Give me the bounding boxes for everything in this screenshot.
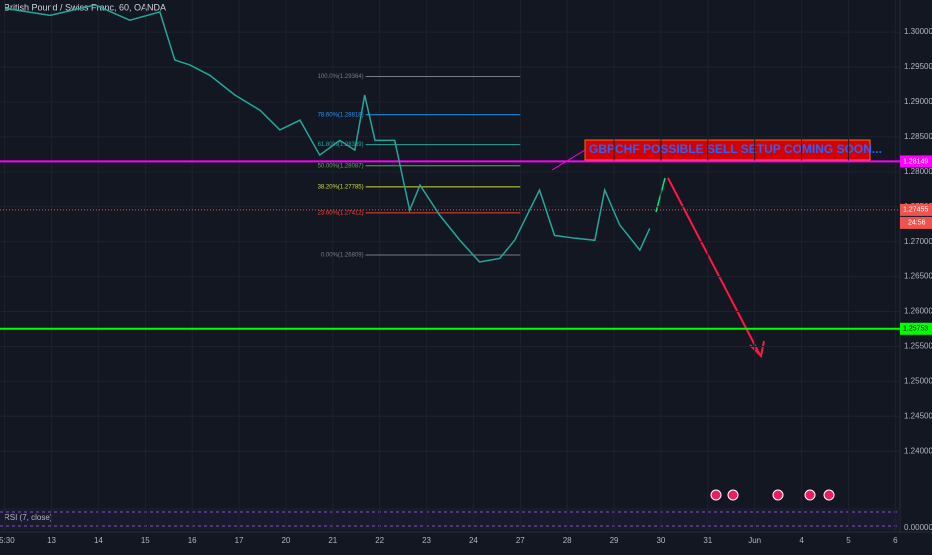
level-label: 1.27455 bbox=[903, 207, 928, 214]
y-tick-label: 1.30000 bbox=[904, 27, 932, 36]
fib-label: 78.60%(1.28818) bbox=[318, 112, 364, 118]
fib-label: 0.00%(1.26809) bbox=[321, 253, 364, 259]
rsi-pane bbox=[0, 508, 900, 530]
y-tick-label: 1.24500 bbox=[904, 411, 932, 420]
x-tick-label: 28 bbox=[563, 536, 572, 545]
x-tick-label: 05:30 bbox=[0, 536, 15, 545]
y-tick-label: 1.24000 bbox=[904, 446, 932, 455]
level-tag bbox=[900, 203, 932, 216]
y-tick-label: 1.29500 bbox=[904, 62, 932, 71]
level-label: 1.25753 bbox=[903, 326, 928, 333]
level-tag bbox=[900, 322, 932, 335]
y-tick-label: 1.27000 bbox=[904, 237, 932, 246]
level-tag bbox=[900, 155, 932, 168]
x-tick-label: 22 bbox=[375, 536, 384, 545]
x-tick-label: 14 bbox=[94, 536, 103, 545]
y-tick-label: 1.28000 bbox=[904, 167, 932, 176]
countdown-tag bbox=[900, 216, 932, 229]
x-tick-label: 21 bbox=[328, 536, 337, 545]
x-tick-label: 29 bbox=[610, 536, 619, 545]
countdown: 24:56 bbox=[908, 220, 926, 227]
annotation: GBPCHF POSSIBLE SELL SETUP COMING SOON..… bbox=[589, 142, 882, 156]
fib-label: 38.20%(1.27785) bbox=[318, 184, 364, 190]
x-tick-label: 17 bbox=[235, 536, 244, 545]
x-tick-label: 20 bbox=[281, 536, 290, 545]
fib-label: 23.60%(1.27412) bbox=[318, 210, 364, 216]
x-tick-label: 5 bbox=[846, 536, 851, 545]
x-tick-label: 6 bbox=[893, 536, 898, 545]
x-tick-label: 4 bbox=[799, 536, 804, 545]
y-tick-label: 1.25000 bbox=[904, 376, 932, 385]
level-label: 1.28149 bbox=[903, 158, 928, 165]
x-tick-label: 31 bbox=[703, 536, 712, 545]
y-tick-label: 1.26500 bbox=[904, 272, 932, 281]
x-tick-label: 23 bbox=[422, 536, 431, 545]
x-tick-label: Jun bbox=[748, 536, 761, 545]
x-tick-label: 15 bbox=[141, 536, 150, 545]
price-line bbox=[5, 4, 651, 263]
rsi-label: RSI (7, close) bbox=[4, 513, 53, 522]
x-tick-label: 24 bbox=[469, 536, 478, 545]
fib-label: 100.0%(1.29364) bbox=[318, 74, 364, 80]
fib-label: 50.00%(1.28087) bbox=[318, 163, 364, 169]
down-arrow bbox=[667, 177, 761, 356]
y-tick-label: 1.28500 bbox=[904, 132, 932, 141]
x-tick-label: 13 bbox=[47, 536, 56, 545]
event-icons bbox=[710, 489, 835, 501]
y-tick-label: 1.25500 bbox=[904, 342, 932, 351]
x-tick-label: 30 bbox=[656, 536, 665, 545]
y-tick-label: 1.26000 bbox=[904, 307, 932, 316]
annotation-arrow bbox=[551, 149, 586, 171]
x-tick-label: 27 bbox=[516, 536, 525, 545]
y-tick-label: 1.29000 bbox=[904, 97, 932, 106]
rsi-tick: 0.00000 bbox=[904, 523, 932, 532]
x-tick-label: 16 bbox=[188, 536, 197, 545]
fib-label: 61.80%(1.28389) bbox=[318, 142, 364, 148]
